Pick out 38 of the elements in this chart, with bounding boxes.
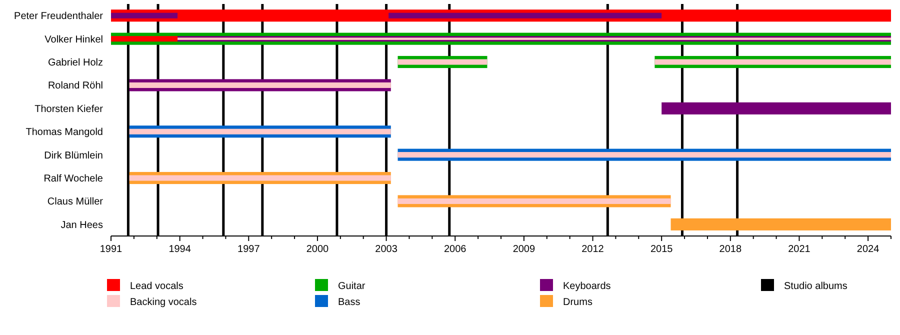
x-tick-label: 2009	[512, 244, 536, 255]
x-tick-label: 2024	[856, 244, 880, 255]
x-tick-label: 1997	[238, 244, 260, 255]
legend-label: Keyboards	[563, 281, 611, 292]
x-tick-label: 2018	[719, 244, 742, 255]
legend-label: Bass	[338, 297, 360, 308]
x-tick-label: 2000	[306, 244, 330, 255]
bar	[388, 12, 662, 18]
bar	[398, 198, 671, 204]
y-tick-label: Ralf Wochele	[44, 174, 104, 184]
legend-label: Guitar	[338, 281, 366, 292]
y-tick-label: Thorsten Kiefer	[34, 104, 104, 115]
bar	[670, 218, 891, 230]
x-tick-label: 2021	[788, 244, 811, 255]
legend-label: Drums	[563, 297, 592, 308]
y-tick-label: Thomas Mangold	[26, 127, 103, 138]
x-tick-label: 2012	[582, 244, 604, 255]
legend-label: Backing vocals	[130, 297, 197, 308]
y-tick-label: Claus Müller	[47, 196, 104, 208]
y-tick-label: Roland Röhl	[48, 80, 103, 92]
bar	[398, 59, 488, 65]
bar	[654, 59, 891, 65]
bar	[398, 152, 891, 158]
y-tick-label: Volker Hinkel	[44, 34, 103, 46]
bar	[129, 82, 391, 88]
y-tick-label: Dirk Blümlein	[44, 150, 103, 162]
y-tick-label: Gabriel Holz	[48, 58, 103, 68]
y-tick-label: Jan Hees	[60, 220, 103, 231]
legend-label: Lead vocals	[130, 281, 184, 292]
x-tick-label: 2003	[375, 244, 398, 255]
x-tick-label: 1991	[100, 244, 123, 255]
legend-label: Studio albums	[784, 281, 848, 292]
bar	[129, 128, 391, 134]
x-tick-label: 1994	[168, 244, 192, 255]
x-tick-label: 2015	[650, 244, 674, 255]
y-tick-label: Peter Freudenthaler	[14, 11, 104, 22]
x-tick-label: 2006	[444, 244, 467, 255]
bar	[129, 175, 391, 181]
